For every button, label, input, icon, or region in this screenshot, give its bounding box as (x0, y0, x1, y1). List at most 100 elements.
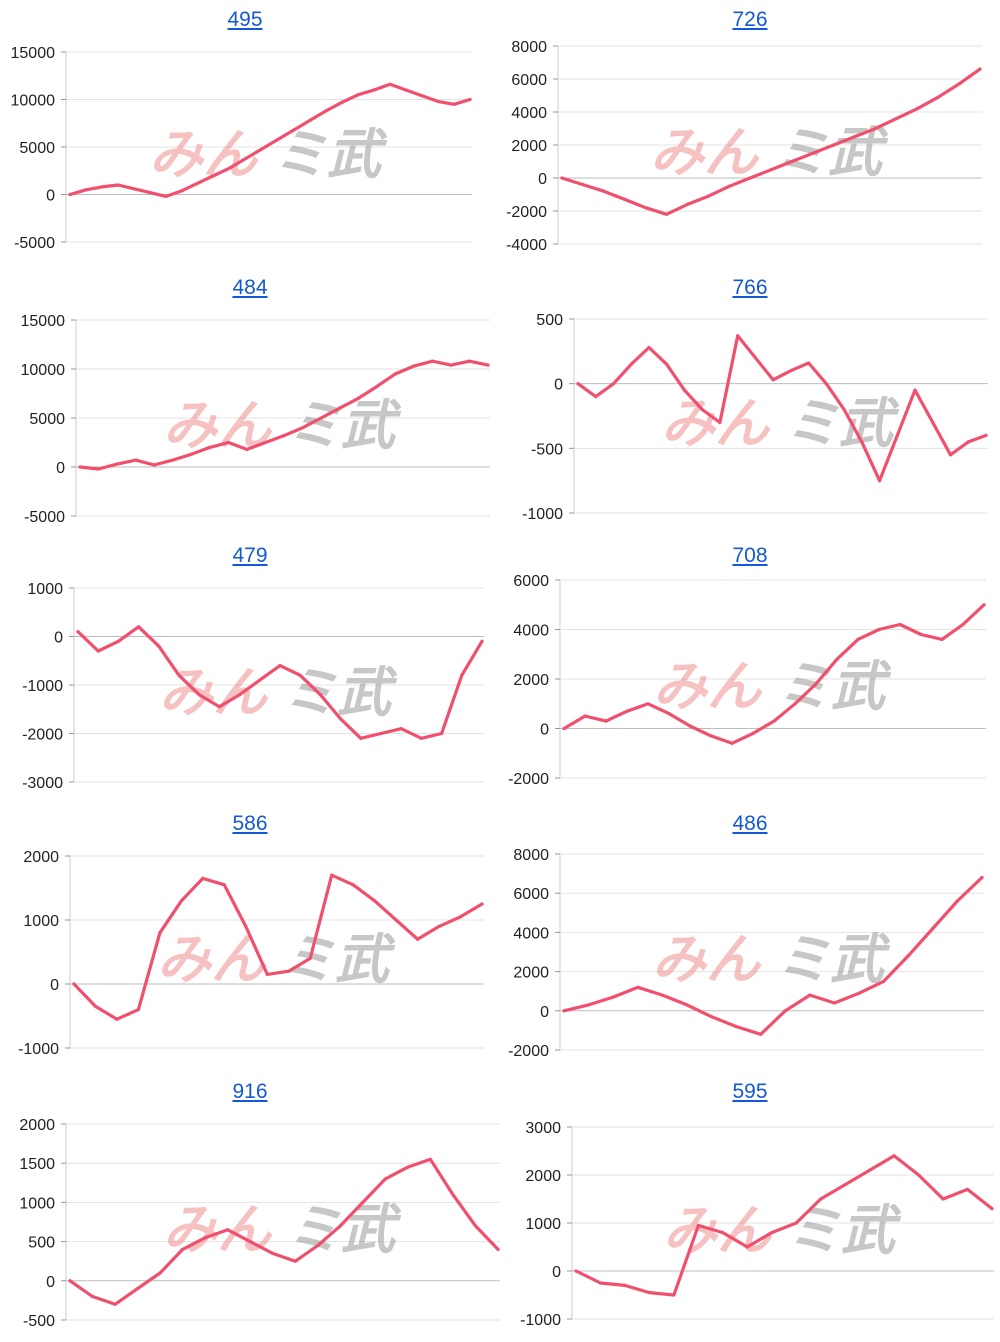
chart-panel: 495 15000 10000 5000 0 -5000 みん ミ武 (0, 0, 490, 262)
chart-title-link[interactable]: 726 (732, 8, 768, 31)
y-tick-label: -1000 (522, 506, 563, 523)
data-point (915, 107, 919, 111)
chart-panel: 595 3000 2000 1000 0 -1000 みん ミ武 (500, 1072, 1000, 1334)
chart-title-link[interactable]: 916 (232, 1080, 268, 1103)
chart-title-link[interactable]: 595 (732, 1080, 768, 1103)
y-tick-label: -1000 (18, 1041, 59, 1058)
data-point (811, 151, 815, 155)
watermark-left-text: みん (149, 123, 259, 186)
y-tick-label: 0 (54, 630, 63, 647)
data-point (338, 1224, 342, 1228)
data-point (685, 1003, 689, 1007)
data-point (853, 135, 857, 139)
chart-svg: 6000 4000 2000 0 -2000 みん ミ武 (508, 573, 986, 788)
data-point (581, 183, 585, 187)
data-point (158, 931, 162, 935)
data-point (287, 969, 291, 973)
data-point (449, 363, 453, 367)
data-point (292, 128, 296, 132)
chart-svg: 15000 10000 5000 0 -5000 みん ミ武 (21, 313, 490, 526)
data-point (660, 993, 664, 997)
data-point (115, 462, 119, 466)
y-tick-label: -3000 (22, 775, 63, 792)
chart-title-link[interactable]: 766 (732, 276, 768, 299)
data-point (562, 726, 566, 731)
chart-title-link[interactable]: 586 (232, 812, 268, 835)
y-tick-label: 5000 (19, 140, 55, 157)
watermark-logo: みん ミ武 (157, 928, 396, 991)
data-point (412, 364, 416, 368)
data-point (276, 137, 280, 141)
data-point (832, 143, 836, 147)
y-tick-label: 0 (56, 460, 65, 477)
y-tick-label: 2000 (525, 1168, 561, 1185)
chart-title-link[interactable]: 486 (732, 812, 768, 835)
data-point (372, 88, 376, 92)
data-point (919, 632, 923, 637)
data-point (324, 109, 328, 113)
data-point (148, 191, 152, 195)
data-point (496, 1247, 500, 1251)
data-point (116, 639, 120, 643)
y-tick-label: 0 (46, 188, 55, 205)
data-point (696, 1223, 700, 1227)
data-point (734, 1024, 738, 1029)
data-point (480, 639, 484, 643)
chart-title-link[interactable]: 495 (227, 8, 263, 31)
y-tick-label: 15000 (21, 313, 66, 330)
data-point (604, 719, 608, 723)
data-point (625, 709, 629, 713)
data-point (388, 82, 392, 86)
data-point (298, 673, 302, 677)
data-point (793, 702, 797, 706)
y-tick-label: 2000 (513, 965, 549, 982)
data-point (700, 407, 704, 412)
watermark-right-text: ミ武 (287, 1198, 402, 1261)
data-point (228, 166, 232, 170)
data-point (894, 117, 898, 121)
chart-title-link[interactable]: 708 (732, 544, 768, 567)
chart-title-link[interactable]: 484 (232, 276, 268, 299)
data-point (93, 1004, 98, 1008)
data-point (177, 673, 181, 677)
data-point (258, 678, 262, 682)
y-tick-label: 0 (540, 722, 549, 739)
data-point (718, 420, 722, 425)
data-point (467, 359, 472, 363)
y-tick-label: 1000 (525, 1216, 561, 1233)
data-point (644, 206, 648, 210)
chart-svg: 8000 6000 4000 2000 0 -2000 -4000 みん ミ武 (506, 39, 982, 254)
data-point (665, 362, 669, 366)
data-point (819, 1197, 823, 1201)
data-point (685, 202, 689, 206)
data-point (404, 88, 408, 92)
data-point (794, 1221, 798, 1225)
data-point (265, 972, 269, 976)
data-point (338, 406, 342, 410)
data-point (458, 915, 463, 919)
watermark-right-text: ミ武 (273, 123, 388, 186)
y-tick-label: -2000 (508, 771, 549, 788)
data-point (771, 378, 775, 382)
watermark-left-text: みん (653, 655, 763, 718)
data-point (892, 1154, 896, 1158)
data-point (308, 118, 312, 122)
watermark-logo: みん ミ武 (653, 655, 892, 718)
data-point (137, 625, 141, 629)
watermark-right-text: ミ武 (281, 928, 396, 991)
data-point (196, 181, 200, 185)
data-point (948, 453, 953, 457)
data-point (90, 1294, 95, 1299)
y-tick-label: 3000 (525, 1120, 561, 1137)
data-point (727, 184, 731, 188)
data-point (576, 382, 580, 386)
y-tick-label: -5000 (24, 509, 65, 526)
data-point (789, 369, 793, 373)
data-point (393, 372, 397, 376)
data-point (293, 1259, 297, 1263)
data-point (842, 407, 846, 412)
data-point (226, 1228, 230, 1232)
data-point (197, 693, 201, 697)
chart-title-link[interactable]: 479 (232, 544, 268, 567)
data-point (936, 95, 940, 99)
